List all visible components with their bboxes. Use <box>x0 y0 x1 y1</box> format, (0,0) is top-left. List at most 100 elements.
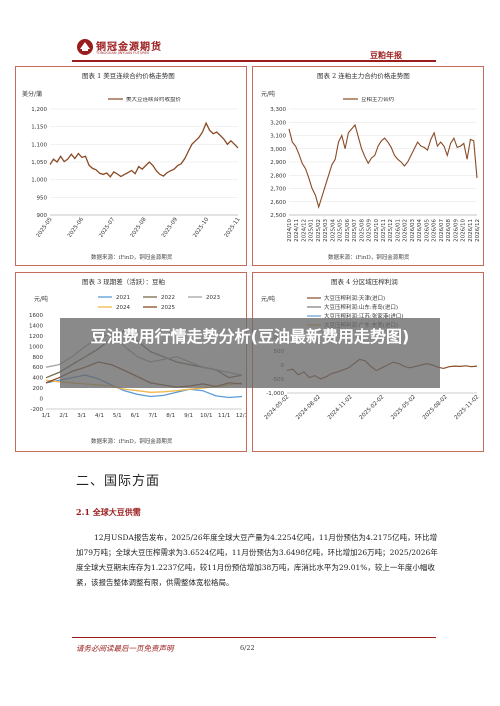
x-tick-label: 12/1 <box>236 413 246 419</box>
x-tick-label: 2025/05 <box>338 219 344 242</box>
legend-label: 豆粕主力合约 <box>361 97 395 103</box>
company-name-en: TONGGUAN JINYUAN FUTURES <box>96 51 150 55</box>
x-tick-label: 2026/02 <box>403 219 409 242</box>
x-tick-label: 4/1 <box>95 413 104 419</box>
y-tick-label: 0 <box>40 397 44 403</box>
soybean-price-chart: 900 950 1,000 1,050 1,100 1,150 1,200 2025-05 20… <box>31 97 242 237</box>
x-tick-label: 2026/06 <box>432 219 438 242</box>
chart-source: 数据来源：iFinD，铜冠金源期货 <box>328 255 410 261</box>
y-tick-label: 2,800 <box>270 173 286 179</box>
x-tick-label: 7/1 <box>148 413 157 419</box>
y-tick-label: 800 <box>33 355 44 361</box>
x-tick-label: 2025/10 <box>374 219 380 242</box>
x-tick-label: 2024-05-02 <box>264 394 291 421</box>
y-tick-label: 3,300 <box>270 107 286 113</box>
series-line-美大豆连续合约收盘价 <box>49 121 239 178</box>
page-number: 6/22 <box>240 644 255 652</box>
x-tick-label: 11/1 <box>218 413 230 419</box>
series-line-豆粕主力合约 <box>288 123 478 209</box>
y-tick-label: 1200 <box>29 334 43 340</box>
report-type: 豆粕年报 <box>370 50 402 60</box>
x-tick-label: 2025-08-02 <box>422 394 449 421</box>
chart-title: 图表 3 现期差（活跃）：豆粕 <box>82 278 166 286</box>
x-tick-label: 2025/12 <box>388 219 394 242</box>
y-tick-label: 600 <box>33 365 44 371</box>
x-tick-label: 2024-08-02 <box>295 394 322 421</box>
y-tick-label: 1000 <box>29 344 43 350</box>
x-tick-label: 2025/11 <box>381 219 387 242</box>
x-tick-label: 2025-11-02 <box>454 394 481 421</box>
y-tick-label: 1400 <box>29 323 43 329</box>
legend-label: 2023 <box>206 295 220 301</box>
x-tick-label: 3/1 <box>77 413 86 419</box>
x-tick-label: 2025-08 <box>130 216 148 237</box>
x-tick-label: 2025/01 <box>309 219 315 242</box>
y-tick-label: 2,900 <box>270 160 286 166</box>
company-name: 铜冠金源期货 <box>96 42 162 53</box>
x-tick-label: 6/1 <box>131 413 140 419</box>
x-tick-label: 9/1 <box>184 413 193 419</box>
x-tick-label: 2025/07 <box>352 219 358 242</box>
x-tick-label: 2025-07 <box>98 216 116 237</box>
y-tick-label: 1,200 <box>31 107 47 113</box>
y-tick-label: -200 <box>31 407 44 413</box>
x-tick-label: 2025/08 <box>359 219 365 242</box>
y-tick-label: 2,600 <box>270 200 286 206</box>
y-unit: 美分/蒲 <box>22 91 43 98</box>
y-tick-label: 3,100 <box>270 134 286 140</box>
x-tick-label: 2026/07 <box>439 219 445 242</box>
x-tick-label: 2026/05 <box>424 219 430 242</box>
x-tick-label: 2025-09 <box>161 216 179 237</box>
chart-panel-2: 图表 2 连粕主力合约价格走势图 元/吨 2,500 2,600 2,700 2,80… <box>252 66 484 266</box>
legend-label: 2024 <box>116 305 130 311</box>
y-tick-label: 1600 <box>29 313 43 319</box>
chart-title: 图表 4 分区域压榨利润 <box>331 278 398 286</box>
section-subheading: 2.1 全球大豆供需 <box>76 507 141 517</box>
y-tick-label: 900 <box>37 213 48 219</box>
x-tick-label: 1/1 <box>42 413 51 419</box>
x-tick-label: 10/1 <box>200 413 212 419</box>
y-unit: 元/吨 <box>34 296 49 303</box>
y-tick-label: 1,100 <box>31 142 47 148</box>
legend-label: 2025 <box>161 305 175 311</box>
y-tick-label: 2,700 <box>270 187 286 193</box>
x-tick-label: 2026/03 <box>410 219 416 242</box>
section-paragraph: 12月USDA报告发布，2025/26年度全球大豆产量为4.2254亿吨，11月… <box>76 533 438 587</box>
x-tick-label: 2025-06 <box>67 216 85 237</box>
x-tick-label: 2/1 <box>59 413 68 419</box>
x-tick-label: 2026/09 <box>453 219 459 242</box>
x-tick-label: 2024/10 <box>287 219 293 242</box>
y-tick-label: 3,200 <box>270 120 286 126</box>
x-tick-label: 5/1 <box>113 413 122 419</box>
header-divider <box>72 60 436 62</box>
x-tick-label: 2025/09 <box>367 219 373 242</box>
x-tick-label: 2025/03 <box>323 219 329 242</box>
y-tick-label: 950 <box>37 195 48 201</box>
x-tick-label: 2025-10 <box>192 216 210 237</box>
y-unit: 元/吨 <box>261 91 276 98</box>
disclaimer-link[interactable]: 请务必阅读最后一页免责声明 <box>76 644 174 653</box>
legend-label: 2021 <box>116 295 130 301</box>
legend-label: 大豆压榨利润:山东:青岛(进口) <box>324 303 398 311</box>
y-tick-label: 1,050 <box>31 160 47 166</box>
legend-label: 美大豆连续合约收盘价 <box>126 97 182 103</box>
x-tick-label: 2026/08 <box>446 219 452 242</box>
y-tick-label: 1,000 <box>31 178 47 184</box>
y-unit: 元/吨 <box>261 296 276 303</box>
y-tick-label: -1,000 <box>266 391 284 397</box>
chart-source: 数据来源：iFinD，铜冠金源期货 <box>91 255 173 261</box>
x-tick-label: 2025-11 <box>224 217 242 237</box>
y-tick-label: 1,150 <box>31 125 47 131</box>
x-tick-label: 2026/04 <box>417 219 423 242</box>
x-tick-label: 8/1 <box>166 413 175 419</box>
y-tick-label: 200 <box>33 386 44 392</box>
company-logo-icon <box>77 39 93 55</box>
x-tick-label: 2024/12 <box>301 219 307 242</box>
x-tick-label: 2025-05 <box>36 216 54 237</box>
overlay-title: 豆油费用行情走势分析(豆油最新费用走势图) <box>90 327 410 346</box>
x-tick-label: 2026/01 <box>395 219 401 242</box>
x-tick-label: 2025/02 <box>316 219 322 242</box>
x-tick-label: 2025-02-02 <box>359 394 386 421</box>
y-tick-label: 3,000 <box>270 147 286 153</box>
